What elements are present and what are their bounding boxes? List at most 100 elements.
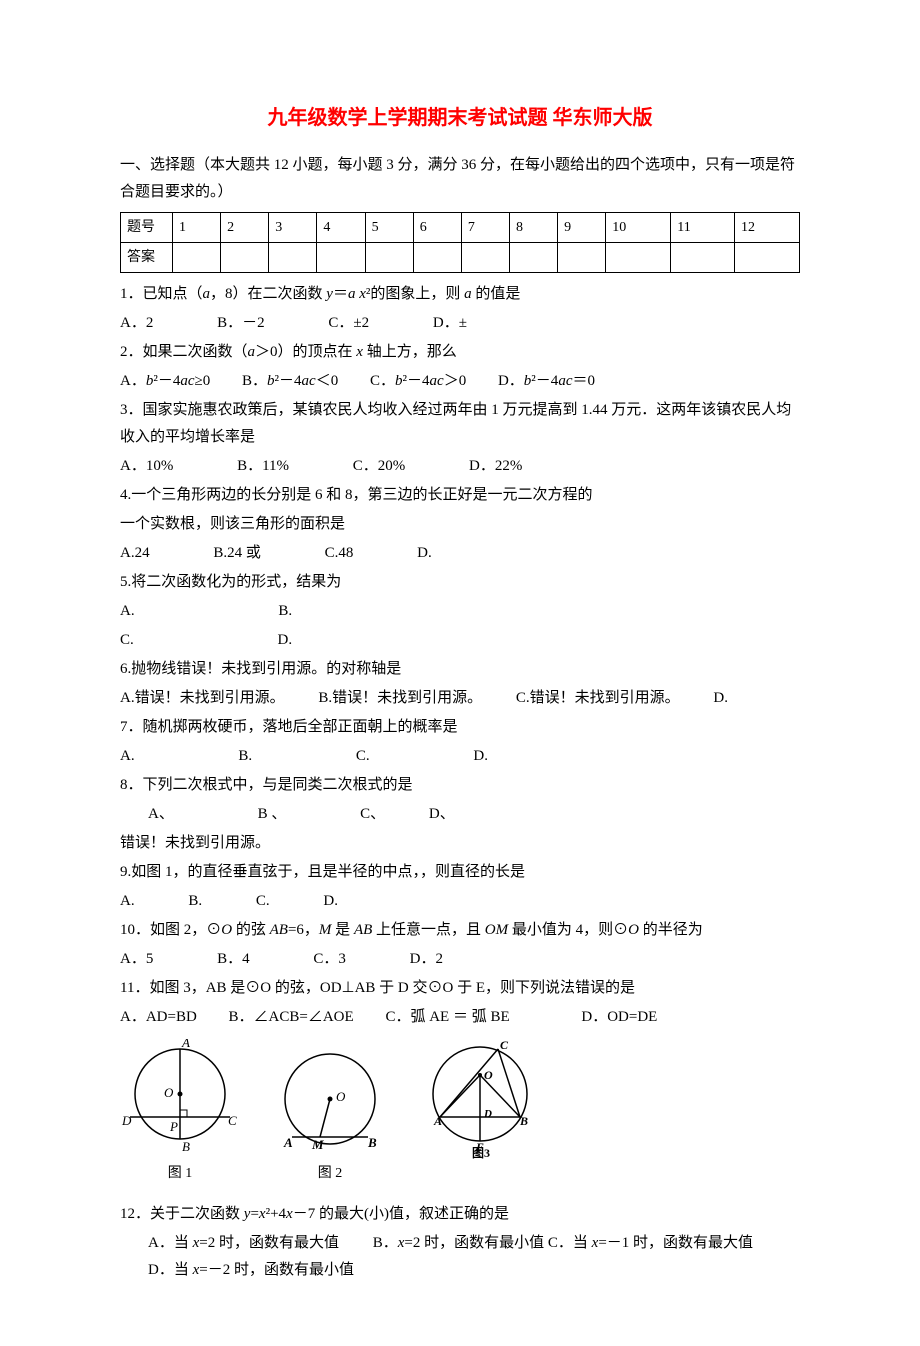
figures-row: A B C D O P 图 1 O A B M 图 2: [120, 1039, 800, 1186]
q4-a: A.24: [120, 540, 150, 567]
section-intro: 一、选择题（本大题共 12 小题，每小题 3 分，满分 36 分，在每小题给出的…: [120, 152, 800, 206]
q7-c: C.: [356, 743, 370, 770]
q7-a: A.: [120, 743, 135, 770]
grid-col: 4: [317, 213, 365, 243]
q2-c: C．b²－4ac＞0: [370, 368, 466, 395]
q9-c: C.: [256, 888, 270, 915]
q6-a: A.错误！未找到引用源。: [120, 690, 285, 706]
svg-text:图3: 图3: [472, 1146, 490, 1159]
q9-text: 9.如图 1，的直径垂直弦于，且是半径的中点，，则直径的长是: [120, 859, 800, 886]
svg-text:A: A: [181, 1039, 190, 1050]
q5-text: 5.将二次函数化为的形式，结果为: [120, 569, 800, 596]
q1-c: C．±2: [328, 310, 369, 337]
q8-text: 8．下列二次根式中，与是同类二次根式的是: [120, 772, 800, 799]
q5-d: D.: [278, 627, 293, 654]
q10-d: D．2: [410, 946, 443, 973]
q5-c: C.: [120, 627, 134, 654]
q7-d: D.: [473, 743, 488, 770]
q8-b: B 、: [258, 801, 287, 828]
grid-cell: [509, 243, 557, 273]
svg-text:O: O: [484, 1068, 493, 1082]
q2-a: A．b²－4ac≥0: [120, 368, 210, 395]
grid-cell: [317, 243, 365, 273]
svg-text:A: A: [433, 1114, 442, 1128]
q1-d: D．±: [433, 310, 467, 337]
q4-options: A.24 B.24 或 C.48 D.: [120, 540, 800, 567]
svg-text:M: M: [311, 1137, 324, 1152]
q2-text: 2．如果二次函数（a＞0）的顶点在 x 轴上方，那么: [120, 339, 800, 366]
q1-options: A．2 B．－2 C．±2 D．±: [120, 310, 800, 337]
q8-c: C、: [360, 801, 385, 828]
q11-b: B．∠ACB=∠AOE: [229, 1004, 354, 1031]
q8-d: D、: [429, 801, 455, 828]
svg-text:C: C: [228, 1113, 237, 1128]
circle-diagram-2-icon: O A B M: [270, 1049, 390, 1159]
circle-diagram-3-icon: A B C D E O 图3: [420, 1039, 540, 1159]
q3-c: C．20%: [353, 453, 406, 480]
q11-text: 11．如图 3，AB 是⊙O 的弦，OD⊥AB 于 D 交⊙O 于 E，则下列说…: [120, 975, 800, 1002]
answer-grid: 题号 1 2 3 4 5 6 7 8 9 10 11 12 答案: [120, 212, 800, 273]
grid-cell: [671, 243, 735, 273]
grid-col: 10: [606, 213, 671, 243]
q12-text: 12．关于二次函数 y=x²+4x－7 的最大(小)值，叙述正确的是: [120, 1201, 800, 1228]
q4-line2: 一个实数根，则该三角形的面积是: [120, 511, 800, 538]
q2-options: A．b²－4ac≥0 B．b²－4ac＜0 C．b²－4ac＞0 D．b²－4a…: [120, 368, 800, 395]
q4-d: D.: [417, 540, 432, 567]
grid-col: 5: [365, 213, 413, 243]
q10-c: C．3: [313, 946, 346, 973]
q12-d: D．当 x=－2 时，函数有最小值: [148, 1262, 354, 1278]
grid-col: 1: [173, 213, 221, 243]
grid-cell: [221, 243, 269, 273]
q6-b: B.错误！未找到引用源。: [318, 690, 482, 706]
q4-b: B.24 或: [213, 540, 261, 567]
q3-options: A．10% B．11% C．20% D．22%: [120, 453, 800, 480]
grid-col: 11: [671, 213, 735, 243]
q8-a: A、: [148, 801, 174, 828]
q12-b: B．x=2 时，函数有最小值: [373, 1235, 544, 1251]
q3-b: B．11%: [237, 453, 289, 480]
grid-col: 7: [461, 213, 509, 243]
q12-c: C．当 x=－1 时，函数有最大值: [548, 1235, 753, 1251]
svg-text:B: B: [182, 1139, 190, 1154]
q5-options-2: C. D.: [120, 627, 800, 654]
svg-text:P: P: [169, 1119, 178, 1134]
q10-options: A．5 B．4 C．3 D．2: [120, 946, 800, 973]
grid-cell: [173, 243, 221, 273]
svg-text:A: A: [283, 1135, 293, 1150]
grid-col: 6: [413, 213, 461, 243]
grid-cell: [269, 243, 317, 273]
figure-2: O A B M 图 2: [270, 1049, 390, 1186]
q10-a: A．5: [120, 946, 153, 973]
q7-b: B.: [238, 743, 252, 770]
svg-text:O: O: [336, 1089, 346, 1104]
q5-a: A.: [120, 598, 135, 625]
q1-b: B．－2: [217, 310, 265, 337]
q4-c: C.48: [325, 540, 354, 567]
q2-d: D．b²－4ac＝0: [498, 368, 595, 395]
grid-answer-row: 答案: [121, 243, 800, 273]
figure-2-caption: 图 2: [270, 1161, 390, 1186]
grid-cell: [606, 243, 671, 273]
figure-3-spacer: [420, 1161, 540, 1186]
grid-col: 2: [221, 213, 269, 243]
figure-1-caption: 图 1: [120, 1161, 240, 1186]
q11-c: C．弧 AE ＝ 弧 BE: [385, 1004, 509, 1031]
q11-a: A．AD=BD: [120, 1004, 197, 1031]
q3-d: D．22%: [469, 453, 522, 480]
grid-cell: [558, 243, 606, 273]
q8-options: A、 B 、 C、 D、: [120, 801, 800, 828]
q1-text: 1．已知点（a，8）在二次函数 y＝a x²的图象上，则 a 的值是: [120, 281, 800, 308]
q6-text: 6.抛物线错误！未找到引用源。的对称轴是: [120, 656, 800, 683]
q4-line1: 4.一个三角形两边的长分别是 6 和 8，第三边的长正好是一元二次方程的: [120, 482, 800, 509]
grid-col: 8: [509, 213, 557, 243]
grid-label: 答案: [121, 243, 173, 273]
q6-c: C.错误！未找到引用源。: [516, 690, 680, 706]
q12-a: A．当 x=2 时，函数有最大值: [148, 1235, 339, 1251]
q9-options: A. B. C. D.: [120, 888, 800, 915]
grid-cell: [413, 243, 461, 273]
q10-text: 10．如图 2，⊙O 的弦 AB=6，M 是 AB 上任意一点，且 OM 最小值…: [120, 917, 800, 944]
q7-options: A. B. C. D.: [120, 743, 800, 770]
svg-text:C: C: [500, 1039, 509, 1052]
q11-d: D．OD=DE: [581, 1004, 657, 1031]
q1-a: A．2: [120, 310, 153, 337]
